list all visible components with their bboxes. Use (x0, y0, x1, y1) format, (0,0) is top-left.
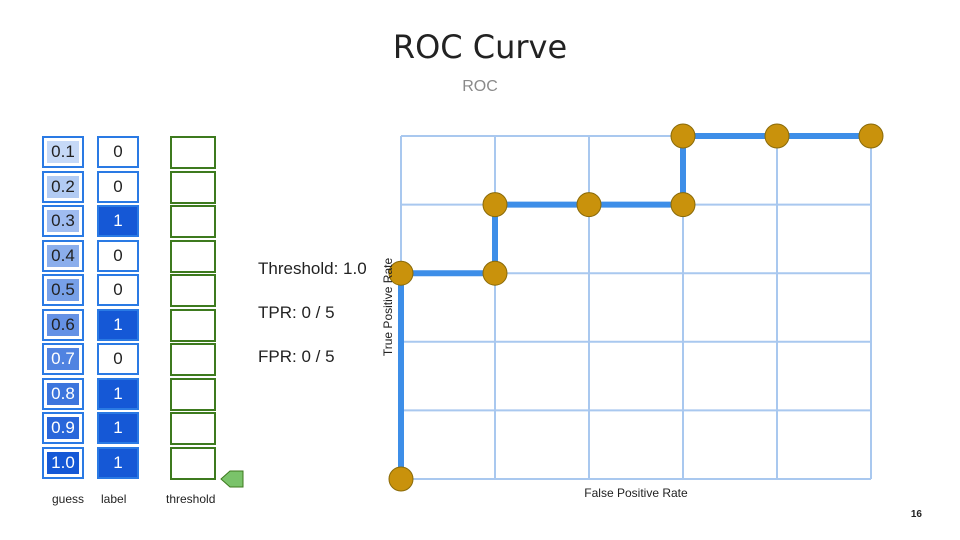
x-axis-label: False Positive Rate (584, 486, 688, 500)
roc-curve-line (398, 133, 871, 479)
label-cell: 0 (97, 136, 139, 168)
guess-value: 0.6 (47, 313, 79, 336)
threshold-cell (170, 205, 216, 238)
guess-value: 0.4 (47, 244, 79, 267)
threshold-cell (170, 377, 216, 411)
guess-value: 0.2 (47, 175, 79, 198)
threshold-cell (170, 274, 216, 307)
label-cell: 1 (97, 205, 139, 237)
guess-cell: 0.9 (42, 412, 84, 444)
label-cell: 0 (97, 274, 139, 306)
slide-subtitle: ROC (462, 78, 498, 95)
guess-cell: 0.6 (42, 308, 84, 341)
label-cell: 1 (97, 377, 139, 410)
label-caption: label (101, 492, 127, 506)
roc-point (858, 123, 884, 149)
guess-cell: 0.2 (42, 170, 84, 203)
label-cell: 1 (97, 412, 139, 444)
guess-value: 0.8 (47, 382, 79, 405)
guess-cell: 1.0 (42, 446, 84, 479)
label-cell: 0 (97, 239, 139, 272)
guess-value: 0.3 (47, 210, 79, 232)
label-cell: 0 (97, 343, 139, 375)
guess-value: 0.5 (47, 279, 79, 301)
threshold-cell (170, 239, 216, 273)
threshold-cell (170, 412, 216, 445)
roc-point (482, 192, 508, 218)
threshold-cell (170, 136, 216, 169)
slide-title: ROC Curve (392, 28, 568, 66)
guess-cell: 0.4 (42, 239, 84, 272)
guess-value: 0.1 (47, 141, 79, 163)
threshold-cell (170, 170, 216, 204)
guess-caption: guess (52, 492, 85, 506)
roc-point (576, 192, 602, 218)
label-cell: 0 (97, 170, 139, 203)
guess-cell: 0.7 (42, 343, 84, 375)
roc-point (388, 260, 414, 286)
label-cell: 1 (97, 446, 139, 479)
guess-cell: 0.3 (42, 205, 84, 237)
roc-point (670, 123, 696, 149)
roc-point (764, 123, 790, 149)
page-number: 16 (910, 509, 922, 520)
threshold-cell (170, 343, 216, 376)
guess-value: 0.7 (47, 348, 79, 370)
guess-cell: 0.8 (42, 377, 84, 410)
threshold-cell (170, 446, 216, 480)
roc-point (670, 192, 696, 218)
threshold-readout: Threshold: 1.0 (258, 259, 367, 278)
guess-cell: 0.1 (42, 136, 84, 168)
label-cell: 1 (97, 308, 139, 341)
roc-point (482, 260, 508, 286)
guess-cell: 0.5 (42, 274, 84, 306)
guess-value: 1.0 (47, 451, 79, 474)
fpr-readout: FPR: 0 / 5 (258, 347, 335, 366)
y-axis-label: True Positive Rate (381, 258, 395, 357)
threshold-cell (170, 308, 216, 342)
threshold-pointer-icon (220, 470, 244, 488)
threshold-caption: threshold (166, 492, 216, 506)
guess-value: 0.9 (47, 417, 79, 439)
roc-point (388, 466, 414, 492)
tpr-readout: TPR: 0 / 5 (258, 303, 335, 322)
